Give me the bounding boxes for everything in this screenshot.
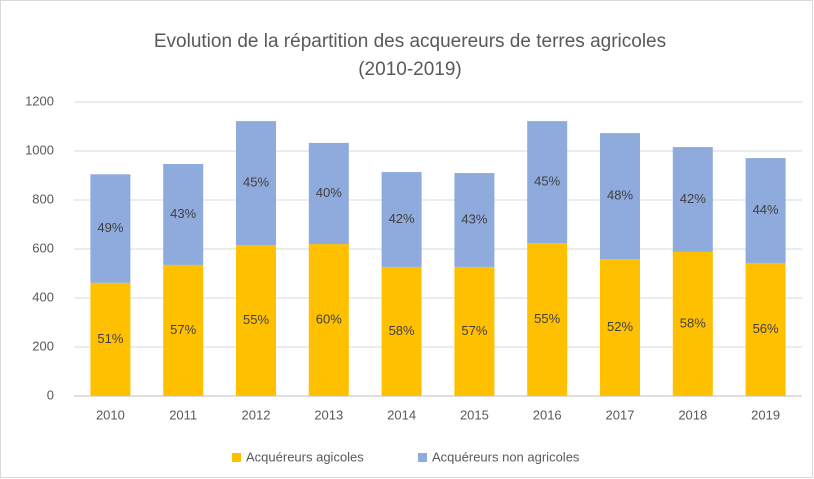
bar-segment [163, 264, 204, 396]
bar-segment [672, 147, 713, 252]
bar-segment [163, 163, 204, 265]
y-tick-label: 800 [32, 191, 54, 206]
data-label: 58% [389, 323, 415, 338]
bar-segment [527, 243, 568, 396]
legend-swatch [232, 453, 241, 462]
bar-segment [236, 121, 276, 246]
data-label: 57% [461, 323, 487, 338]
chart-title: Evolution de la répartition des acquereu… [154, 31, 666, 52]
x-tick-label: 2018 [678, 407, 707, 422]
bar-segment [381, 172, 422, 267]
bar-segment [308, 244, 349, 396]
data-label: 56% [753, 321, 779, 336]
data-label: 45% [534, 174, 560, 189]
x-tick-label: 2012 [242, 407, 271, 422]
chart-subtitle: (2010-2019) [358, 59, 462, 80]
data-label: 51% [97, 331, 123, 346]
x-tick-label: 2017 [606, 407, 635, 422]
bar-segment [672, 251, 713, 396]
legend-swatch [418, 453, 427, 462]
bar-segment [90, 282, 131, 396]
bar-segment [308, 142, 349, 245]
legend-label: Acquéreurs non agricoles [432, 449, 580, 464]
bar-segment [745, 158, 786, 263]
data-label: 44% [753, 202, 779, 217]
data-label: 43% [170, 206, 196, 221]
data-label: 58% [680, 315, 706, 330]
legend-label: Acquéreurs agicoles [246, 449, 364, 464]
bar-segment [381, 266, 422, 396]
x-tick-label: 2013 [314, 407, 343, 422]
x-tick-label: 2014 [387, 407, 416, 422]
data-label: 48% [607, 188, 633, 203]
x-tick-label: 2011 [169, 407, 197, 422]
x-tick-label: 2010 [96, 407, 125, 422]
y-tick-label: 600 [32, 240, 54, 255]
data-label: 40% [316, 185, 342, 200]
data-label: 42% [389, 211, 415, 226]
bar-segment [454, 266, 495, 396]
bar-segment [527, 121, 568, 244]
y-tick-label: 1000 [25, 142, 54, 157]
bar-segment [236, 245, 276, 396]
y-tick-label: 1200 [25, 93, 54, 108]
y-tick-label: 200 [32, 338, 54, 353]
data-label: 43% [461, 211, 487, 226]
data-label: 55% [534, 311, 560, 326]
x-tick-label: 2016 [533, 407, 562, 422]
bar-segment [600, 133, 640, 260]
x-tick-label: 2015 [460, 407, 489, 422]
data-label: 49% [97, 220, 123, 235]
x-tick-label: 2019 [751, 407, 780, 422]
data-label: 42% [680, 191, 706, 206]
y-tick-label: 0 [47, 387, 54, 402]
y-tick-label: 400 [32, 289, 54, 304]
data-label: 45% [243, 175, 269, 190]
bar-segment [745, 262, 786, 396]
bar-segment [90, 174, 131, 283]
bar-segment [454, 173, 495, 267]
data-label: 52% [607, 319, 633, 334]
data-label: 55% [243, 312, 269, 327]
data-label: 57% [170, 322, 196, 337]
bar-segment [600, 259, 640, 396]
data-label: 60% [316, 311, 342, 326]
